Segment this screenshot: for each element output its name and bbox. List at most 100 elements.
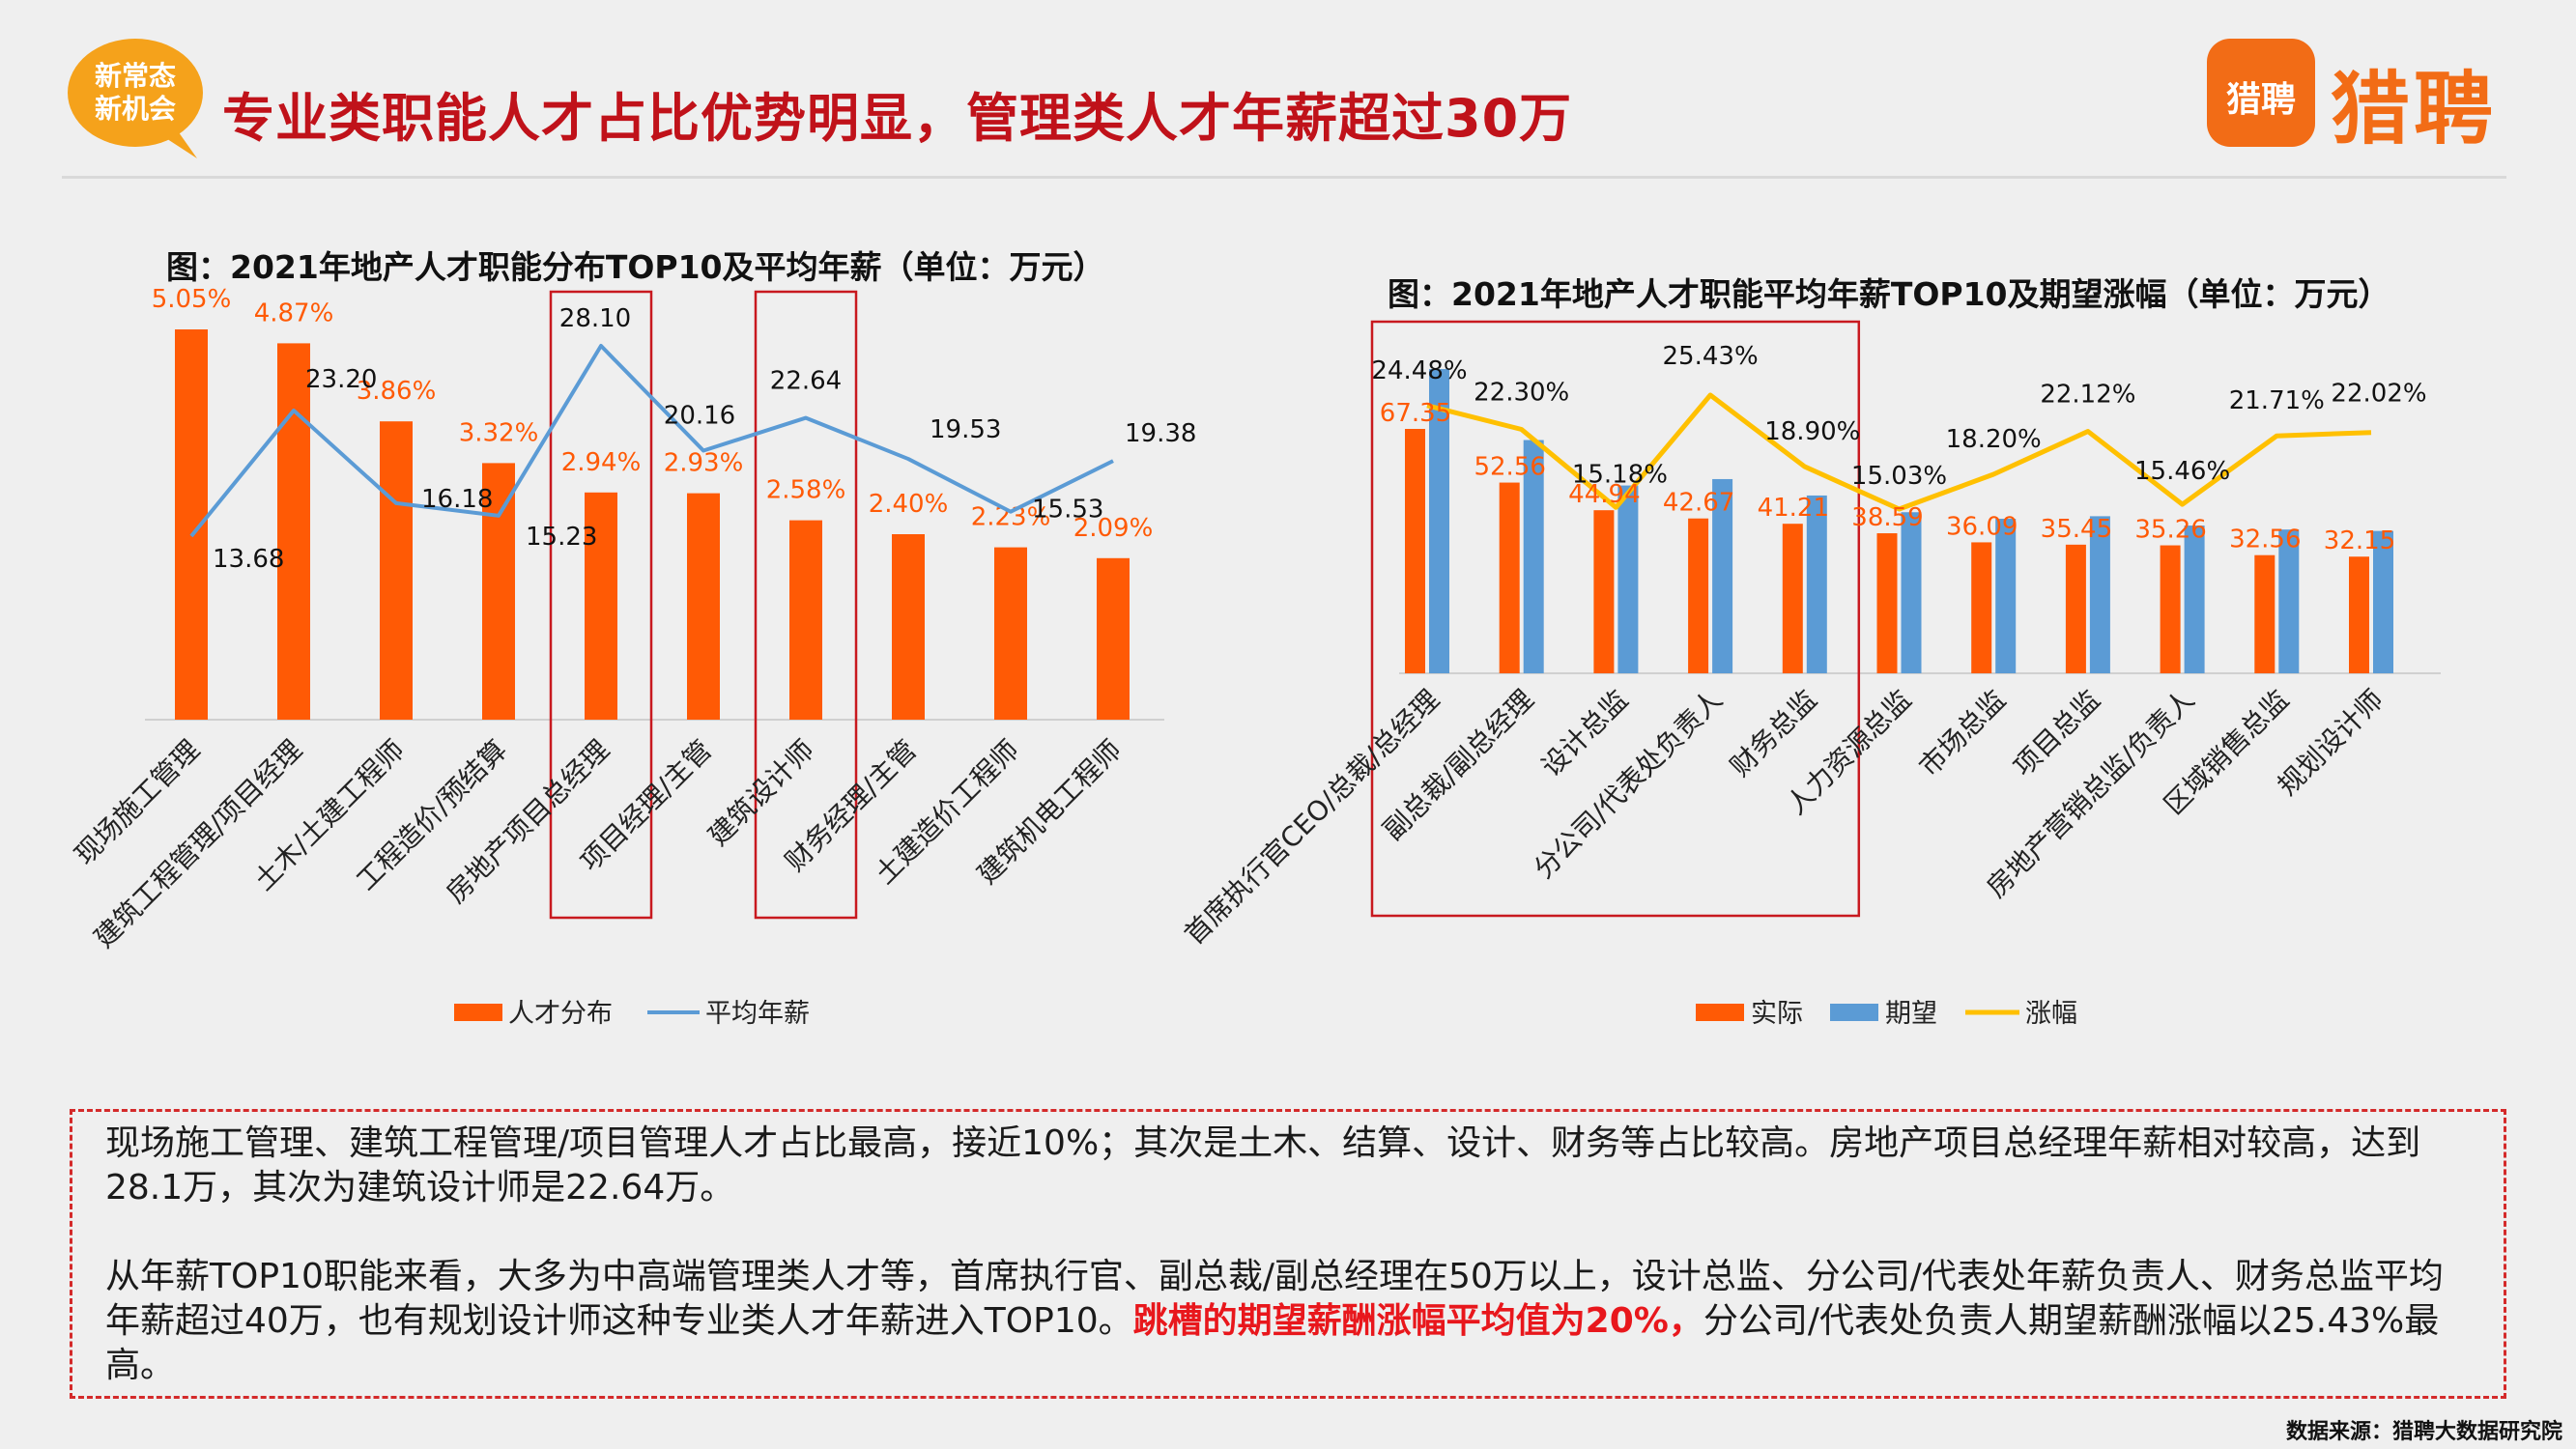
chart1-bar [1097, 557, 1130, 720]
chart1-bar [789, 520, 822, 720]
chart2-category-label: 财务总监 [1724, 684, 1823, 783]
chart1-line-label: 20.16 [664, 401, 735, 430]
chart2-bar-actual [2349, 556, 2369, 673]
chart2-category-label: 分公司/代表处负责人 [1528, 684, 1729, 885]
summary-paragraph-2-text: 从年薪TOP10职能来看，大多为中高端管理类人才等，首席执行官、副总裁/副总经理… [105, 1257, 2444, 1341]
badge-line1: 新常态 [95, 60, 176, 92]
chart2-salary-expectation: 67.35 52.56 44.94 42.67 41.21 38.59 36.09 35.45… [1178, 320, 2441, 1029]
chart2-actual-label: 35.45 [2041, 515, 2112, 544]
chart2-rise-label: 15.03% [1851, 462, 1947, 491]
badge-line2: 新机会 [95, 93, 176, 125]
chart1-bar-label: 2.93% [664, 449, 744, 478]
data-source-note: 数据来源：猎聘大数据研究院 [2285, 1420, 2562, 1444]
chart2-bar-actual [2160, 545, 2181, 673]
chart2-actual-label: 44.94 [1568, 480, 1640, 509]
chart1-bar [482, 463, 515, 720]
summary-paragraph-2: 从年薪TOP10职能来看，大多为中高端管理类人才等，首席执行官、副总裁/副总经理… [105, 1255, 2475, 1388]
chart2-category-label: 设计总监 [1535, 684, 1635, 783]
new-normal-badge-logo: 新常态 新机会 [68, 39, 203, 158]
chart1-line-label: 15.53 [1032, 496, 1103, 525]
chart2-bar-expected [1995, 519, 2017, 673]
chart2-category-label: 项目总监 [2007, 684, 2106, 783]
chart2-legend-label: 实际 [1751, 999, 1803, 1029]
chart1-bar [277, 343, 310, 720]
chart2-title: 图：2021年地产人才职能平均年薪TOP10及期望涨幅（单位：万元） [1388, 275, 2390, 313]
chart2-bar-expected [2089, 516, 2110, 673]
chart1-bar-label: 2.40% [869, 490, 949, 519]
chart1-bar [380, 421, 413, 720]
chart1-legend-swatch-bar [454, 1004, 502, 1021]
chart2-rise-label: 25.43% [1663, 342, 1759, 371]
chart2-rise-label: 18.90% [1764, 417, 1860, 446]
chart2-bar-expected [1806, 495, 1827, 673]
page-title: 专业类职能人才占比优势明显，管理类人才年薪超过30万 [222, 88, 1573, 149]
chart1-title: 图：2021年地产人才职能分布TOP10及平均年薪（单位：万元） [166, 248, 1105, 286]
chart1-line-label: 23.20 [305, 365, 377, 394]
chart1-bar [687, 493, 720, 720]
chart2-rise-label: 22.12% [2040, 381, 2135, 410]
chart2-bar-actual [1782, 524, 1803, 673]
chart1-line-label: 22.64 [770, 367, 842, 396]
chart1-bar-label: 3.86% [357, 377, 437, 406]
chart2-actual-label: 42.67 [1663, 489, 1734, 518]
liepin-logo-icon-text: 猎聘 [2225, 80, 2296, 120]
chart1-line-label: 28.10 [559, 304, 631, 333]
chart1-highlight-box [549, 290, 653, 920]
chart2-bar-expected [2373, 530, 2393, 673]
liepin-logo-icon: 猎聘 [2207, 39, 2315, 147]
chart2-bar-actual [1405, 429, 1425, 673]
chart2-actual-label: 32.15 [2324, 526, 2395, 555]
chart2-legend-swatch-expected [1830, 1004, 1878, 1021]
chart1-legend-label: 人才分布 [508, 999, 613, 1029]
chart2-bar-actual [1876, 533, 1898, 673]
chart2-bar-actual [1971, 542, 1992, 673]
chart2-rise-label: 22.02% [2331, 380, 2426, 409]
chart2-actual-label: 52.56 [1474, 453, 1545, 482]
chart1-bar-label: 2.09% [1073, 514, 1154, 543]
chart1-bar [994, 547, 1027, 720]
chart1-distribution-salary: 5.05% 4.87% 3.86% 3.32% 2.94% 2.93% 2.58% 2.40%… [69, 285, 1197, 1029]
chart2-highlight-box [1370, 320, 1861, 918]
chart1-highlight-box [754, 290, 858, 920]
chart2-rise-label: 18.20% [1946, 425, 2042, 454]
chart2-legend-swatch-actual [1696, 1004, 1744, 1021]
chart1-line-label: 16.18 [421, 485, 493, 514]
summary-box: 现场施工管理、建筑工程管理/项目管理人才占比最高，接近10%；其次是土木、结算、… [70, 1109, 2506, 1399]
chart2-bar-actual [1593, 510, 1615, 673]
liepin-brand-name: 猎聘 [2331, 64, 2498, 156]
summary-paragraph-2-tail: 分公司/代表处负责人期望薪酬涨幅以25.43%最高。 [105, 1301, 2440, 1385]
chart2-actual-label: 32.56 [2229, 526, 2301, 554]
chart2-bar-expected [1429, 369, 1449, 673]
chart2-bar-expected [1712, 478, 1733, 673]
chart1-line-label: 19.53 [930, 415, 1001, 444]
chart2-rise-label: 21.71% [2229, 386, 2325, 415]
header-divider [62, 176, 2506, 179]
chart1-bar-label: 3.32% [459, 418, 539, 447]
liepin-logo: 猎聘 猎聘 [2207, 39, 2497, 156]
chart2-bar-actual [1688, 518, 1709, 673]
chart2-actual-label: 38.59 [1851, 503, 1923, 532]
chart2-bar-actual [2065, 544, 2086, 673]
summary-paragraph-1: 现场施工管理、建筑工程管理/项目管理人才占比最高，接近10%；其次是土木、结算、… [105, 1123, 2421, 1208]
chart2-actual-label: 35.26 [2134, 516, 2206, 545]
chart2-bar-expected [1617, 485, 1639, 673]
chart2-actual-label: 36.09 [1946, 512, 2018, 541]
chart2-rise-label: 24.48% [1371, 356, 1467, 385]
chart1-bar-label: 5.05% [152, 285, 232, 314]
chart1-bar-label: 2.94% [561, 448, 642, 477]
chart2-rise-line [1426, 392, 2372, 512]
chart2-bar-expected [1523, 440, 1544, 673]
chart1-line-label: 19.38 [1125, 419, 1196, 448]
chart2-rise-label: 15.18% [1572, 460, 1668, 489]
chart2-actual-label: 41.21 [1758, 494, 1829, 523]
chart1-bar-label: 4.87% [254, 298, 334, 327]
chart2-legend-label: 期望 [1885, 999, 1937, 1029]
chart2-bar-actual [1499, 482, 1520, 673]
chart2-bar-actual [2254, 554, 2275, 673]
chart1-bar-label: 2.58% [766, 476, 846, 505]
chart2-bar-expected [2184, 526, 2205, 673]
chart2-rise-label: 22.30% [1474, 379, 1569, 408]
chart2-bar-expected [1901, 512, 1922, 673]
chart1-line-label: 13.68 [213, 545, 284, 574]
chart2-legend-label: 涨幅 [2025, 999, 2077, 1029]
